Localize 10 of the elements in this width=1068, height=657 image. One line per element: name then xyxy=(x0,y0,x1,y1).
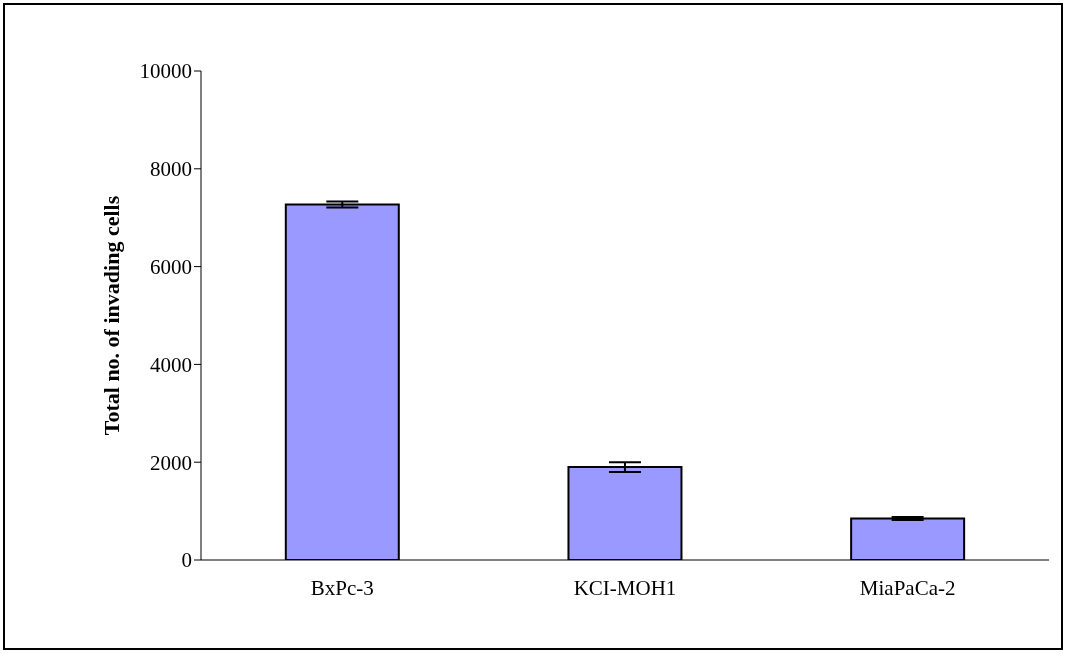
y-tick-label: 10000 xyxy=(139,59,192,84)
x-tick-label: KCI-MOH1 xyxy=(573,575,677,600)
y-axis-title: Total no. of invading cells xyxy=(98,195,124,436)
y-tick-label: 2000 xyxy=(150,450,192,475)
y-tick-label: 4000 xyxy=(150,352,192,377)
x-tick-label: MiaPaCa-2 xyxy=(859,575,956,600)
y-tick-label: 8000 xyxy=(150,157,192,182)
x-tick-label: BxPc-3 xyxy=(310,575,374,600)
y-tick-label: 0 xyxy=(181,548,192,573)
y-tick-label: 6000 xyxy=(150,255,192,280)
